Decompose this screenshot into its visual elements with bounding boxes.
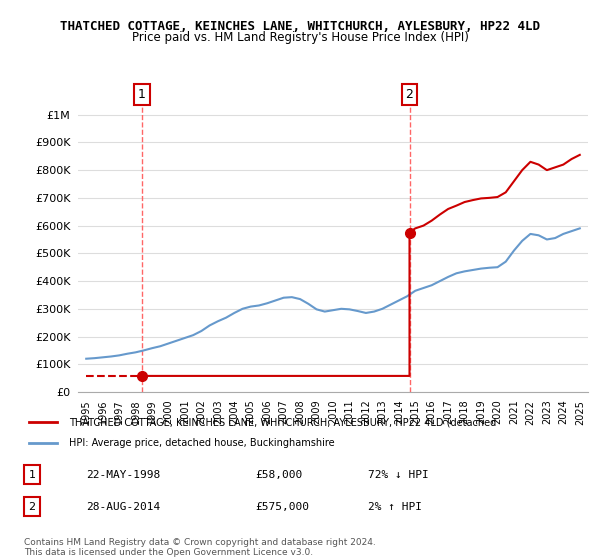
- Text: 22-MAY-1998: 22-MAY-1998: [86, 470, 160, 479]
- Text: 1: 1: [29, 470, 35, 479]
- Text: £575,000: £575,000: [255, 502, 309, 512]
- Text: THATCHED COTTAGE, KEINCHES LANE, WHITCHURCH, AYLESBURY, HP22 4LD: THATCHED COTTAGE, KEINCHES LANE, WHITCHU…: [60, 20, 540, 32]
- Text: HPI: Average price, detached house, Buckinghamshire: HPI: Average price, detached house, Buck…: [69, 438, 334, 448]
- Text: Price paid vs. HM Land Registry's House Price Index (HPI): Price paid vs. HM Land Registry's House …: [131, 31, 469, 44]
- Text: 28-AUG-2014: 28-AUG-2014: [86, 502, 160, 512]
- Text: 2: 2: [406, 88, 413, 101]
- Text: THATCHED COTTAGE, KEINCHES LANE, WHITCHURCH, AYLESBURY, HP22 4LD (detached: THATCHED COTTAGE, KEINCHES LANE, WHITCHU…: [69, 417, 496, 427]
- Text: 2% ↑ HPI: 2% ↑ HPI: [368, 502, 422, 512]
- Text: 2: 2: [29, 502, 35, 512]
- Text: £58,000: £58,000: [255, 470, 302, 479]
- Text: Contains HM Land Registry data © Crown copyright and database right 2024.
This d: Contains HM Land Registry data © Crown c…: [24, 538, 376, 557]
- Text: 1: 1: [138, 88, 146, 101]
- Text: 72% ↓ HPI: 72% ↓ HPI: [368, 470, 428, 479]
